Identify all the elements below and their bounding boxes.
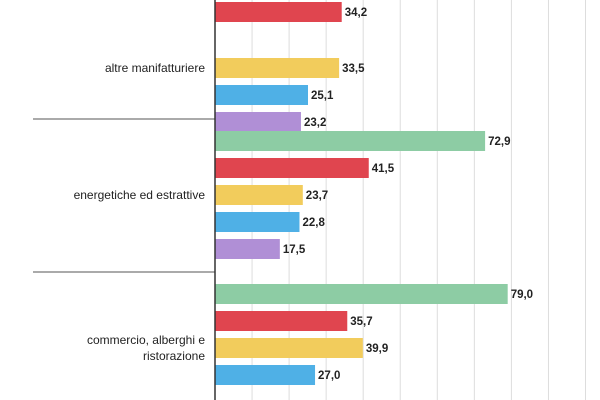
category-label: commercio, alberghi e ristorazione [87,333,205,363]
bar [215,212,300,232]
bar [215,2,342,22]
bar [215,131,486,151]
data-label: 79,0 [511,289,533,301]
bar [215,239,280,259]
bar [215,365,316,385]
data-label: 33,5 [342,63,365,75]
data-label: 35,7 [350,316,372,328]
data-label: 25,1 [311,90,334,102]
data-label: 41,5 [372,163,395,175]
bar [215,112,301,132]
data-label: 23,2 [304,117,326,129]
bar [215,85,308,105]
data-label: 17,5 [283,244,306,256]
category-label: energetiche ed estrattive [74,188,206,202]
bar [215,58,340,78]
data-label: 27,0 [318,370,340,382]
data-label: 23,7 [306,190,328,202]
bar [215,311,348,331]
bar [215,158,369,178]
data-label: 22,8 [302,217,325,229]
bar [215,185,303,205]
data-label: 39,9 [366,343,388,355]
category-label: altre manifatturiere [105,61,205,75]
data-label: 72,9 [488,136,510,148]
data-label: 34,2 [345,7,367,19]
bar [215,284,508,304]
bar [215,338,363,358]
